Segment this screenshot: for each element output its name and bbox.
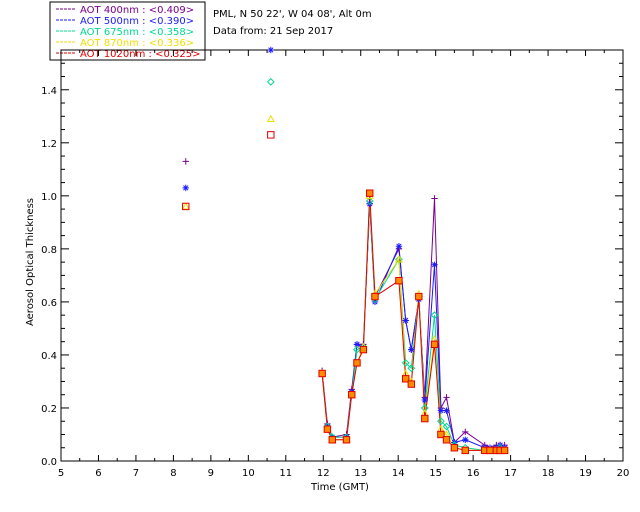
series-markers (181, 46, 509, 455)
x-tick-label: 15 (429, 468, 442, 479)
point-4 (267, 131, 275, 139)
x-tick-label: 7 (133, 468, 139, 479)
point-3 (266, 114, 275, 123)
x-tick-label: 14 (392, 468, 405, 479)
series-line-4 (321, 193, 505, 451)
legend-label: AOT 870nm : <0.336> (80, 38, 194, 49)
point-2 (437, 417, 445, 426)
y-tick-label: 0.2 (41, 404, 57, 415)
y-tick-label: 1.4 (41, 86, 57, 97)
point-2 (353, 345, 361, 354)
point-1 (443, 407, 450, 414)
x-tick-label: 8 (170, 468, 176, 479)
y-tick-label: 0.4 (41, 351, 57, 362)
point-4 (450, 444, 459, 452)
point-4 (323, 425, 332, 433)
legend-label: AOT 400nm : <0.409> (80, 5, 194, 16)
point-4 (371, 292, 379, 301)
point-0 (182, 158, 189, 165)
point-1 (421, 396, 429, 404)
point-4 (401, 375, 410, 383)
point-4 (353, 359, 361, 367)
point-4 (359, 345, 368, 354)
point-3 (181, 202, 190, 210)
data-date-text: Data from: 21 Sep 2017 (213, 26, 333, 37)
x-tick-label: 17 (504, 468, 517, 479)
point-2 (401, 358, 410, 367)
legend-label: AOT 675nm : <0.358> (80, 27, 194, 38)
legend: AOT 400nm : <0.409>AOT 500nm : <0.390>AO… (49, 1, 206, 61)
y-tick-label: 1.2 (41, 139, 57, 150)
x-tick-label: 16 (467, 468, 480, 479)
x-axis-label: Time (GMT) (310, 482, 369, 493)
x-tick-label: 19 (579, 468, 592, 479)
point-4 (407, 380, 416, 388)
point-4 (442, 436, 451, 444)
point-1 (395, 243, 403, 250)
point-2 (442, 422, 451, 431)
point-0 (443, 394, 450, 401)
point-4 (430, 340, 439, 349)
plot-frame (60, 49, 624, 462)
point-1 (353, 341, 361, 348)
point-2 (430, 311, 439, 320)
point-4 (415, 292, 423, 301)
point-4 (182, 202, 190, 211)
point-0 (462, 428, 469, 436)
axes: 5 6 7 8 9 10 11 12 13 14 15 16 17 18 19 20 0.0 0.2 0.4 0.6 0… (41, 50, 629, 479)
point-1 (267, 46, 275, 54)
point-1 (182, 184, 189, 192)
point-2 (266, 77, 275, 86)
point-4 (318, 369, 326, 378)
x-tick-label: 11 (279, 468, 292, 479)
x-tick-label: 9 (208, 468, 214, 479)
y-tick-label: 0.8 (41, 245, 57, 256)
point-2 (420, 404, 429, 412)
point-2 (395, 255, 403, 264)
x-tick-label: 12 (317, 468, 330, 479)
point-4 (461, 446, 469, 455)
legend-label: AOT 500nm : <0.390> (80, 16, 194, 27)
point-2 (365, 197, 374, 206)
point-4 (500, 446, 509, 455)
location-text: PML, N 50 22', W 04 08', Alt 0m (213, 9, 372, 20)
x-tick-label: 20 (617, 468, 630, 479)
point-4 (328, 436, 336, 444)
y-tick-label: 0.0 (41, 457, 57, 468)
point-2 (407, 364, 416, 373)
y-tick-label: 1.0 (41, 192, 57, 203)
point-1 (462, 436, 469, 443)
y-axis-label: Aerosol Optical Thickness (25, 198, 36, 326)
point-4 (348, 391, 356, 399)
point-4 (366, 189, 374, 197)
point-1 (408, 346, 415, 353)
point-4 (395, 276, 403, 285)
point-4 (421, 414, 429, 423)
x-tick-label: 6 (95, 468, 101, 479)
point-1 (431, 261, 438, 268)
x-tick-label: 13 (354, 468, 367, 479)
point-3 (394, 255, 403, 263)
point-1 (402, 317, 409, 324)
legend-label: AOT 1020nm : <0.325> (80, 49, 200, 60)
x-tick-label: 10 (242, 468, 255, 479)
x-tick-label: 5 (58, 468, 64, 479)
series-lines (321, 193, 505, 451)
point-0 (431, 195, 438, 202)
point-4 (486, 446, 494, 455)
y-tick-label: 0.6 (41, 298, 57, 309)
point-4 (437, 430, 445, 439)
x-tick-label: 18 (542, 468, 555, 479)
point-4 (342, 436, 351, 444)
point-1 (437, 407, 445, 414)
